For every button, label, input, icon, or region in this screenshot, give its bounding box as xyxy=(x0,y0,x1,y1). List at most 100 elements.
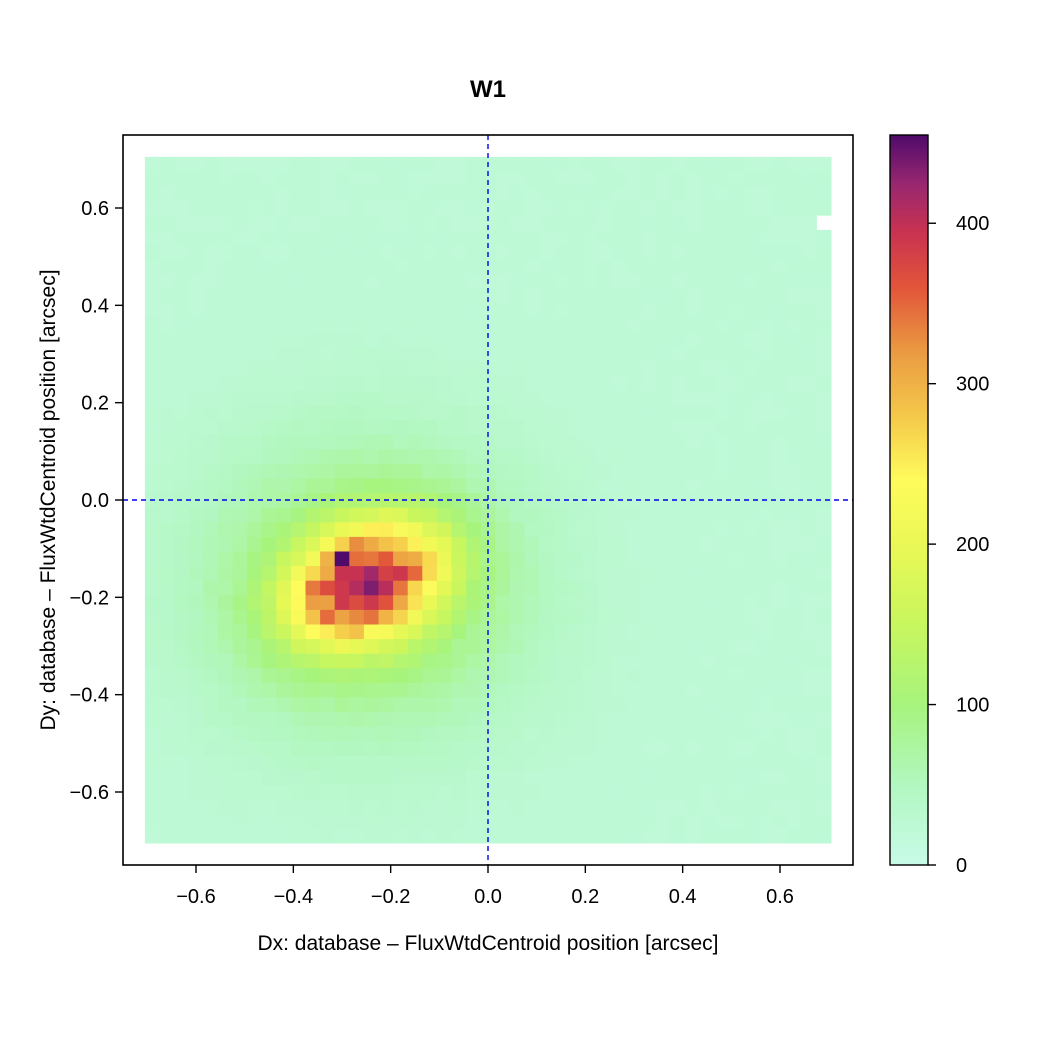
heatmap-cell xyxy=(480,375,496,391)
heatmap-cell xyxy=(524,463,540,479)
heatmap-cell xyxy=(670,624,686,640)
heatmap-cell xyxy=(626,828,642,844)
heatmap-cell xyxy=(393,332,409,348)
heatmap-cell xyxy=(641,375,657,391)
heatmap-cell xyxy=(466,273,482,289)
heatmap-cell xyxy=(655,580,671,596)
heatmap-cell xyxy=(685,521,701,537)
heatmap-cell xyxy=(728,463,744,479)
x-tick-label: −0.2 xyxy=(371,886,410,908)
heatmap-cell xyxy=(203,711,219,727)
heatmap-cell xyxy=(480,711,496,727)
heatmap-cell xyxy=(582,711,598,727)
heatmap-cell xyxy=(247,551,263,567)
heatmap-cell xyxy=(655,565,671,581)
heatmap-cell xyxy=(203,492,219,508)
heatmap-cell xyxy=(159,740,175,756)
heatmap-cell xyxy=(582,419,598,435)
heatmap-cell xyxy=(714,419,730,435)
heatmap-cell xyxy=(159,624,175,640)
heatmap-cell xyxy=(714,200,730,216)
heatmap-cell xyxy=(597,609,613,625)
heatmap-cell xyxy=(305,332,321,348)
heatmap-cell xyxy=(758,419,774,435)
heatmap-cell xyxy=(539,288,555,304)
heatmap-cell xyxy=(524,186,540,202)
heatmap-cell xyxy=(349,638,365,654)
heatmap-cell xyxy=(626,784,642,800)
heatmap-cell xyxy=(670,434,686,450)
heatmap-cell xyxy=(305,609,321,625)
heatmap-cell xyxy=(641,229,657,245)
heatmap-cell xyxy=(553,726,569,742)
heatmap-cell xyxy=(626,186,642,202)
heatmap-cell xyxy=(641,770,657,786)
heatmap-cell xyxy=(801,346,817,362)
heatmap-cell xyxy=(772,390,788,406)
heatmap-cell xyxy=(276,711,292,727)
heatmap-cell xyxy=(787,711,803,727)
heatmap-cell xyxy=(159,492,175,508)
heatmap-cell xyxy=(685,434,701,450)
heatmap-cell xyxy=(699,697,715,713)
heatmap-cell xyxy=(495,536,511,552)
heatmap-cell xyxy=(174,229,190,245)
heatmap-cell xyxy=(334,507,350,523)
heatmap-cell xyxy=(743,799,759,815)
heatmap-cell xyxy=(305,434,321,450)
heatmap-cell xyxy=(378,302,394,318)
heatmap-cell xyxy=(699,405,715,421)
heatmap-cell xyxy=(568,711,584,727)
heatmap-cell xyxy=(334,405,350,421)
heatmap-cell xyxy=(174,186,190,202)
heatmap-cell xyxy=(159,244,175,260)
heatmap-cell xyxy=(349,609,365,625)
heatmap-cell xyxy=(758,434,774,450)
heatmap-cell xyxy=(655,200,671,216)
heatmap-cell xyxy=(787,565,803,581)
heatmap-cell xyxy=(524,828,540,844)
heatmap-cell xyxy=(787,317,803,333)
heatmap-cell xyxy=(670,200,686,216)
heatmap-cell xyxy=(524,536,540,552)
heatmap-cell xyxy=(568,200,584,216)
heatmap-cell xyxy=(787,609,803,625)
heatmap-cell xyxy=(217,624,233,640)
heatmap-cell xyxy=(203,317,219,333)
heatmap-cell xyxy=(261,478,277,494)
heatmap-cell xyxy=(582,667,598,683)
heatmap-cell xyxy=(188,346,204,362)
heatmap-cell xyxy=(247,521,263,537)
heatmap-cell xyxy=(597,799,613,815)
heatmap-cell xyxy=(451,171,467,187)
heatmap-cell xyxy=(393,186,409,202)
heatmap-cell xyxy=(407,726,423,742)
heatmap-cell xyxy=(597,667,613,683)
heatmap-cell xyxy=(699,244,715,260)
heatmap-cell xyxy=(772,740,788,756)
heatmap-cell xyxy=(714,813,730,829)
heatmap-cell xyxy=(743,784,759,800)
heatmap-cell xyxy=(232,405,248,421)
heatmap-cell xyxy=(553,551,569,567)
heatmap-cell xyxy=(305,828,321,844)
heatmap-cell xyxy=(612,770,628,786)
heatmap-cell xyxy=(699,361,715,377)
heatmap-cell xyxy=(174,156,190,172)
heatmap-cell xyxy=(334,770,350,786)
heatmap-cell xyxy=(568,813,584,829)
heatmap-cell xyxy=(363,478,379,494)
heatmap-cell xyxy=(714,302,730,318)
heatmap-cell xyxy=(232,697,248,713)
heatmap-cell xyxy=(188,478,204,494)
heatmap-cell xyxy=(305,244,321,260)
heatmap-cell xyxy=(203,770,219,786)
heatmap-cell xyxy=(816,624,832,640)
heatmap-cell xyxy=(714,697,730,713)
heatmap-cell xyxy=(626,653,642,669)
heatmap-cell xyxy=(188,375,204,391)
heatmap-cell xyxy=(144,711,160,727)
heatmap-cell xyxy=(422,638,438,654)
heatmap-cell xyxy=(393,229,409,245)
heatmap-cell xyxy=(261,361,277,377)
